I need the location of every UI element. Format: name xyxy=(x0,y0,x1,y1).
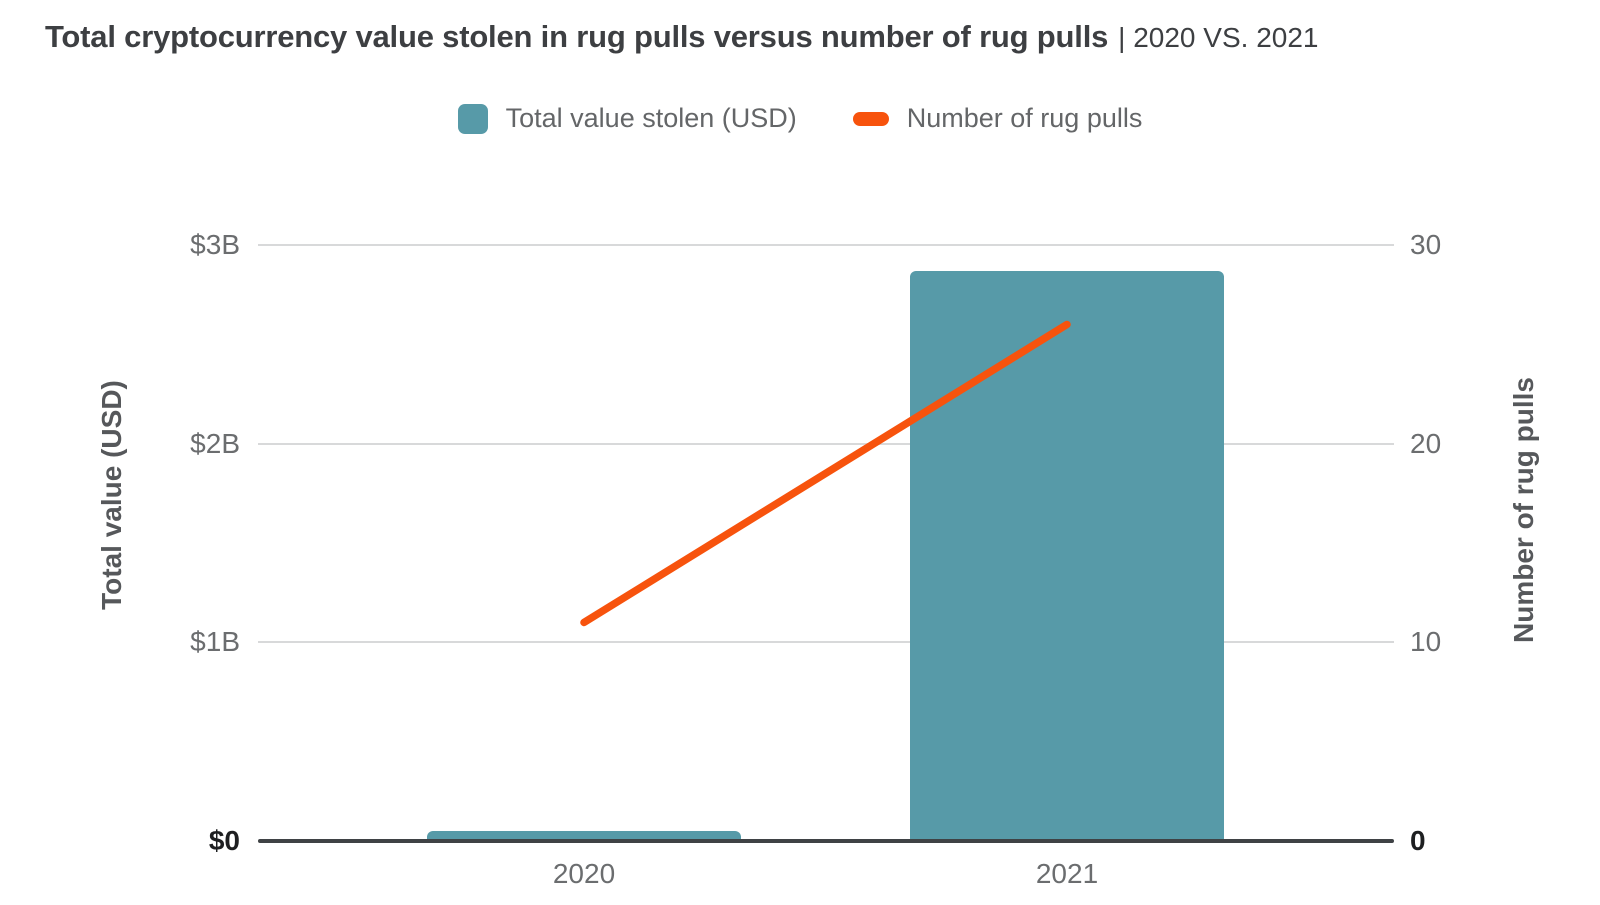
right-tick-0: 0 xyxy=(1410,825,1426,856)
gridline xyxy=(258,244,1394,246)
left-tick-1B: $1B xyxy=(190,626,240,658)
left-tick-0: $0 xyxy=(208,825,240,856)
left-axis-title: Total value (USD) xyxy=(96,380,127,610)
legend-item-total-value-stolen: Total value stolen (USD) xyxy=(457,103,797,134)
legend-label-total-value-stolen: Total value stolen (USD) xyxy=(505,103,797,133)
right-tick-10: 10 xyxy=(1410,626,1442,658)
bar-2020 xyxy=(427,831,741,841)
chart-title: Total cryptocurrency value stolen in rug… xyxy=(45,16,1318,64)
left-tick-3B: $3B xyxy=(190,229,240,260)
x-axis-baseline xyxy=(258,839,1394,843)
right-tick-20: 20 xyxy=(1410,427,1442,459)
legend-item-number-of-rug-pulls: Number of rug pulls xyxy=(852,103,1143,134)
gridline xyxy=(258,641,1394,644)
left-tick-2B: $2B xyxy=(190,427,240,459)
bar-2021 xyxy=(910,270,1224,841)
x-label-2021: 2021 xyxy=(1035,858,1099,889)
bar-series-swatch-icon xyxy=(457,103,488,134)
right-axis-title: Number of rug pulls xyxy=(1508,377,1539,643)
line-series-swatch-icon xyxy=(852,111,889,126)
legend: Total value stolen (USD) Number of rug p… xyxy=(0,103,1600,134)
legend-label-number-of-rug-pulls: Number of rug pulls xyxy=(906,103,1143,133)
chart-title-main: Total cryptocurrency value stolen in rug… xyxy=(45,19,1109,54)
chart-title-subtitle: | 2020 VS. 2021 xyxy=(1118,22,1319,53)
right-tick-30: 30 xyxy=(1410,229,1442,260)
x-label-2020: 2020 xyxy=(552,858,616,889)
